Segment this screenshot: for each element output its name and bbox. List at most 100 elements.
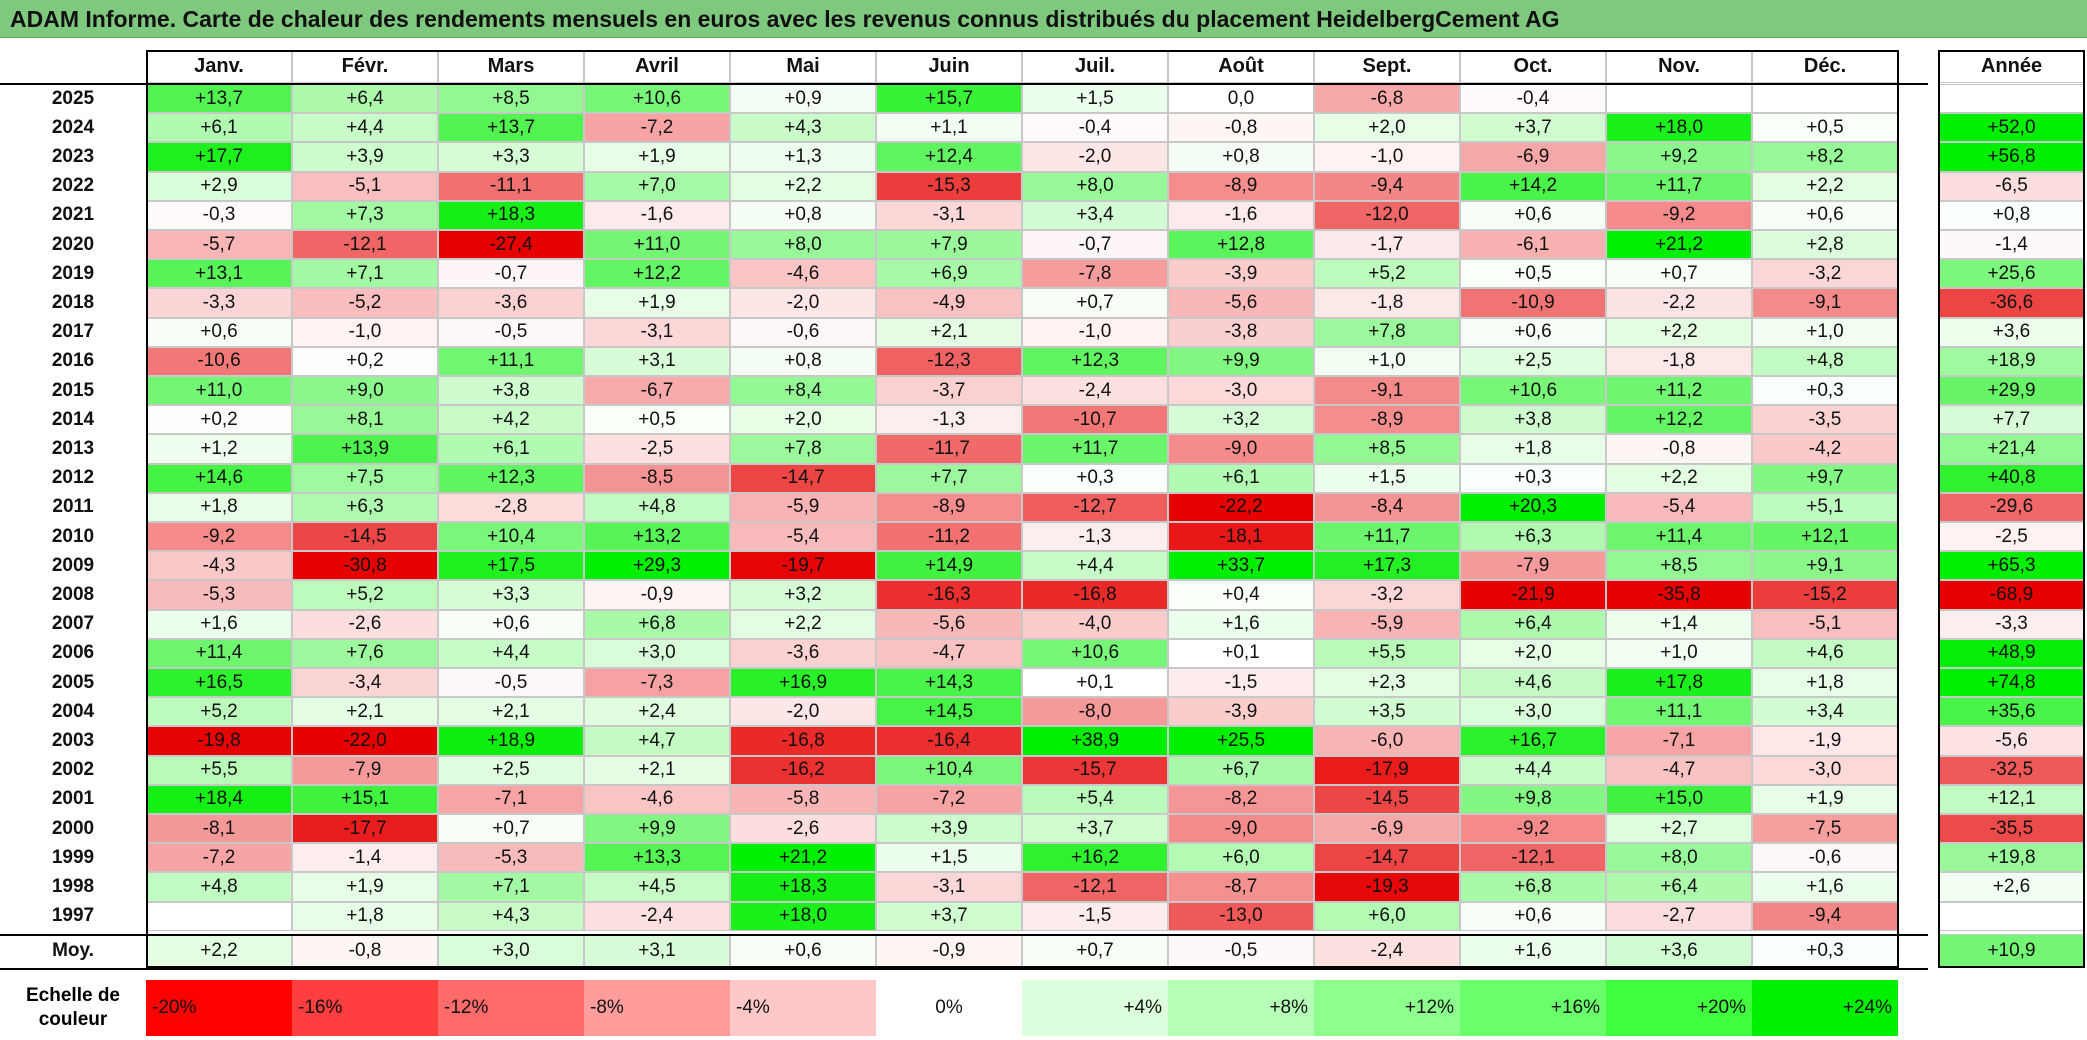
heatmap-cell: +18,3	[730, 872, 876, 902]
heatmap-cell: +3,5	[1314, 697, 1460, 727]
heatmap-cell: +12,2	[1606, 405, 1752, 435]
heatmap-cell: +1,5	[1022, 84, 1168, 114]
heatmap-cell: -8,9	[1314, 405, 1460, 435]
heatmap-cell: -14,7	[1314, 843, 1460, 873]
heatmap-cell: -15,2	[1752, 580, 1898, 610]
row-year-label: 1999	[51, 846, 95, 868]
heatmap-cell: -16,2	[730, 755, 876, 785]
heatmap-cell: +5,2	[146, 697, 292, 727]
heatmap-cell: +10,6	[1022, 638, 1168, 668]
heatmap-cell: +4,3	[730, 113, 876, 143]
heatmap-cell: -3,8	[1168, 317, 1314, 347]
heatmap-cell: -5,3	[146, 580, 292, 610]
heatmap-cell: +3,1	[584, 346, 730, 376]
annual-cell: +18,9	[1938, 346, 2085, 376]
average-cell: +3,0	[438, 934, 584, 968]
heatmap-cell: +4,4	[438, 638, 584, 668]
color-scale-step: -4%	[730, 980, 876, 1036]
heatmap-cell: +9,2	[1606, 142, 1752, 172]
heatmap-cell: +13,7	[146, 84, 292, 114]
heatmap-cell: -1,3	[876, 405, 1022, 435]
heatmap-cell: -6,0	[1314, 726, 1460, 756]
color-scale-step: -20%	[146, 980, 292, 1036]
heatmap-cell: -16,3	[876, 580, 1022, 610]
heatmap-cell: +8,0	[1606, 843, 1752, 873]
heatmap-cell: -3,1	[876, 200, 1022, 230]
annual-cell: +65,3	[1938, 551, 2085, 581]
heatmap-cell: -2,0	[1022, 142, 1168, 172]
color-scale-step: 0%	[876, 980, 1022, 1036]
heatmap-cell: +18,0	[1606, 113, 1752, 143]
heatmap-cell: -3,6	[438, 288, 584, 318]
heatmap-cell: -0,5	[438, 668, 584, 698]
heatmap-cell: +0,6	[1460, 317, 1606, 347]
color-scale-step: +12%	[1314, 980, 1460, 1036]
heatmap-cell: -3,7	[876, 376, 1022, 406]
annual-cell: +48,9	[1938, 638, 2085, 668]
annual-cell: +3,6	[1938, 317, 2085, 347]
heatmap-cell: -8,2	[1168, 784, 1314, 814]
heatmap-cell: -8,9	[876, 492, 1022, 522]
heatmap-cell: +18,4	[146, 784, 292, 814]
heatmap-cell: +2,2	[730, 171, 876, 201]
heatmap-cell: -15,7	[1022, 755, 1168, 785]
heatmap-cell: +2,2	[730, 609, 876, 639]
heatmap-cell: -22,2	[1168, 492, 1314, 522]
heatmap-cell: +15,0	[1606, 784, 1752, 814]
heatmap-cell: +21,2	[730, 843, 876, 873]
heatmap-cell: -1,0	[1022, 317, 1168, 347]
heatmap-cell: +1,8	[1752, 668, 1898, 698]
heatmap-cell: +8,5	[1314, 434, 1460, 464]
heatmap-cell: +4,5	[584, 872, 730, 902]
heatmap-cell: -4,9	[876, 288, 1022, 318]
heatmap-cell: +38,9	[1022, 726, 1168, 756]
heatmap-cell: -16,4	[876, 726, 1022, 756]
heatmap-cell: +1,4	[1606, 609, 1752, 639]
heatmap-cell: +9,7	[1752, 463, 1898, 493]
heatmap-cell: -9,1	[1314, 376, 1460, 406]
heatmap-cell: -18,1	[1168, 522, 1314, 552]
heatmap-cell: +0,5	[1752, 113, 1898, 143]
heatmap-cell: +12,2	[584, 259, 730, 289]
heatmap-cell: +1,0	[1752, 317, 1898, 347]
heatmap-cell: -3,1	[876, 872, 1022, 902]
annual-cell: +21,4	[1938, 434, 2085, 464]
heatmap-cell: -11,1	[438, 171, 584, 201]
heatmap-cell: +7,3	[292, 200, 438, 230]
row-year-label: 2020	[51, 233, 95, 255]
heatmap-cell: +6,3	[292, 492, 438, 522]
heatmap-cell: +5,2	[1314, 259, 1460, 289]
heatmap-cell: -7,1	[438, 784, 584, 814]
heatmap-cell: -7,2	[584, 113, 730, 143]
annual-cell: +29,9	[1938, 376, 2085, 406]
heatmap-cell: -3,9	[1168, 259, 1314, 289]
heatmap-cell: +0,3	[1460, 463, 1606, 493]
heatmap-cell: +0,5	[1460, 259, 1606, 289]
row-separator	[0, 934, 1928, 936]
color-scale-step: -8%	[584, 980, 730, 1036]
heatmap-cell: -7,9	[1460, 551, 1606, 581]
color-scale-step: -16%	[292, 980, 438, 1036]
heatmap-cell: +7,5	[292, 463, 438, 493]
heatmap-cell: +8,5	[1606, 551, 1752, 581]
heatmap-cell: +3,3	[438, 580, 584, 610]
color-scale-step: -12%	[438, 980, 584, 1036]
row-year-label: 2018	[51, 291, 95, 313]
heatmap-cell: +4,6	[1752, 638, 1898, 668]
row-year-label: 2002	[51, 759, 95, 781]
heatmap-cell: +14,2	[1460, 171, 1606, 201]
row-year-label: 1997	[51, 905, 95, 927]
heatmap-cell: +4,4	[1022, 551, 1168, 581]
heatmap-cell: +1,2	[146, 434, 292, 464]
heatmap-cell: +1,0	[1606, 638, 1752, 668]
row-year-label: 2016	[51, 350, 95, 372]
heatmap-cell: -16,8	[730, 726, 876, 756]
heatmap-cell: +3,9	[876, 814, 1022, 844]
heatmap-cell: -12,1	[292, 230, 438, 260]
column-header: Févr.	[292, 50, 438, 83]
row-year-label: 2014	[51, 408, 95, 430]
heatmap-cell: +6,0	[1168, 843, 1314, 873]
chart-title: ADAM Informe. Carte de chaleur des rende…	[0, 0, 2087, 38]
annual-cell: +25,6	[1938, 259, 2085, 289]
